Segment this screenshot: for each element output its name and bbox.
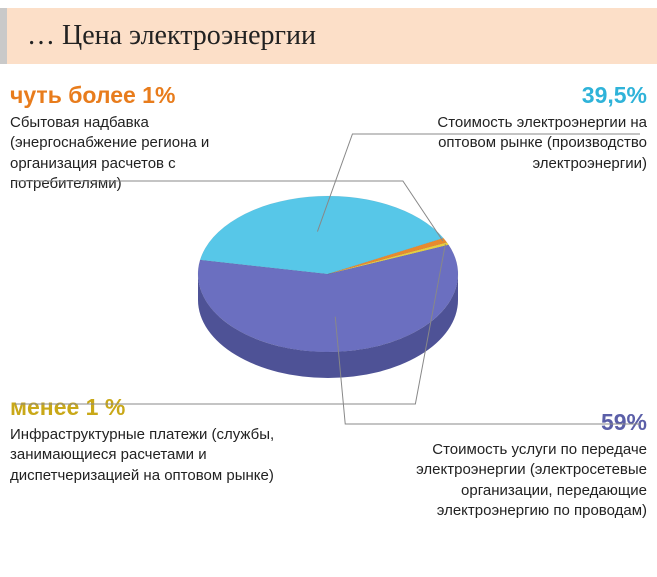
- percent-transmission: 59%: [367, 409, 647, 436]
- label-sales-margin: чуть более 1% Сбытовая надбавка (энергос…: [10, 82, 240, 194]
- infographic-container: … Цена электроэнергии чуть более 1% Сбыт…: [0, 8, 657, 577]
- desc-infrastructure: Инфраструктурные платежи (службы, занима…: [10, 425, 280, 486]
- chart-area: чуть более 1% Сбытовая надбавка (энергос…: [0, 64, 657, 564]
- label-transmission: 59% Стоимость услуги по передаче электро…: [367, 409, 647, 521]
- percent-sales-margin: чуть более 1%: [10, 82, 240, 109]
- percent-wholesale: 39,5%: [397, 82, 647, 109]
- desc-transmission: Стоимость услуги по передаче электроэнер…: [367, 440, 647, 521]
- title-bar: … Цена электроэнергии: [0, 8, 657, 64]
- page-title: … Цена электроэнергии: [27, 20, 637, 52]
- desc-wholesale: Стоимость электроэнергии на оптовом рынк…: [397, 113, 647, 174]
- label-wholesale: 39,5% Стоимость электроэнергии на оптово…: [397, 82, 647, 174]
- pie-chart: [198, 179, 458, 379]
- label-infrastructure: менее 1 % Инфраструктурные платежи (служ…: [10, 394, 280, 486]
